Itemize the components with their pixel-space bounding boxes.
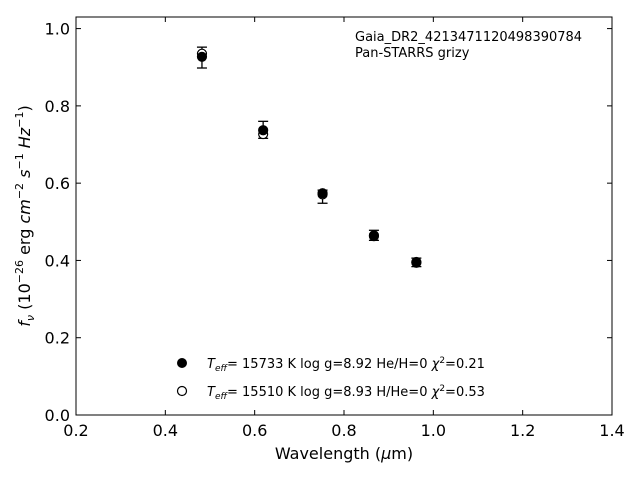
x-tick-label: 0.4 — [153, 421, 178, 440]
legend-marker-open — [176, 385, 188, 397]
data-point-filled — [317, 188, 328, 199]
annotation-survey: Pan-STARRS grizy — [355, 46, 470, 61]
legend-entry-1: Teff= 15733 K log g=8.92 He/H=0 χ2=0.21 — [207, 356, 485, 374]
legend-marker-filled — [177, 358, 187, 368]
data-point-filled — [368, 230, 380, 241]
legend-2-teff: 15510 — [242, 385, 283, 400]
legend-2-chi2: 0.53 — [456, 385, 485, 400]
data-point-filled — [258, 125, 269, 136]
y-tick-label: 0.0 — [45, 406, 70, 425]
data-point-filled — [411, 256, 422, 268]
y-tick-label: 0.4 — [45, 251, 70, 270]
data-point-filled — [196, 51, 208, 62]
x-tick-label: 0.8 — [331, 421, 356, 440]
legend-1-logg: 8.92 — [343, 357, 372, 372]
y-tick-label: 0.8 — [45, 97, 70, 116]
y-tick-label: 0.2 — [45, 329, 70, 348]
y-axis-label: fν (10−26 erg cm−2 s−1 Hz−1) — [13, 105, 37, 326]
legend-2-comp: H/He=0 — [376, 385, 427, 400]
legend-1-comp: He/H=0 — [376, 357, 427, 372]
y-tick-label: 0.6 — [45, 174, 70, 193]
annotation-star-id: Gaia_DR2_4213471120498390784 — [355, 30, 582, 45]
x-tick-label: 0.2 — [63, 421, 88, 440]
y-tick-label: 1.0 — [45, 20, 70, 39]
legend-2-logg: 8.93 — [343, 385, 372, 400]
legend-1-teff: 15733 — [242, 357, 283, 372]
plot-frame — [75, 16, 613, 416]
data-group — [196, 46, 422, 268]
x-tick-label: 1.0 — [421, 421, 446, 440]
x-tick-label: 1.4 — [599, 421, 624, 440]
x-axis-label: Wavelength (μm) — [275, 444, 413, 463]
legend: Teff= 15733 K log g=8.92 He/H=0 χ2=0.21 … — [176, 356, 485, 402]
legend-entry-2: Teff= 15510 K log g=8.93 H/He=0 χ2=0.53 — [207, 384, 485, 402]
x-tick-label: 0.6 — [242, 421, 267, 440]
legend-1-chi2: 0.21 — [456, 357, 485, 372]
tick-group: 0.2 0.4 0.6 0.8 1.0 1.2 1.40.00.20.40.60.81.0 — [45, 17, 625, 440]
x-tick-label: 1.2 — [510, 421, 535, 440]
